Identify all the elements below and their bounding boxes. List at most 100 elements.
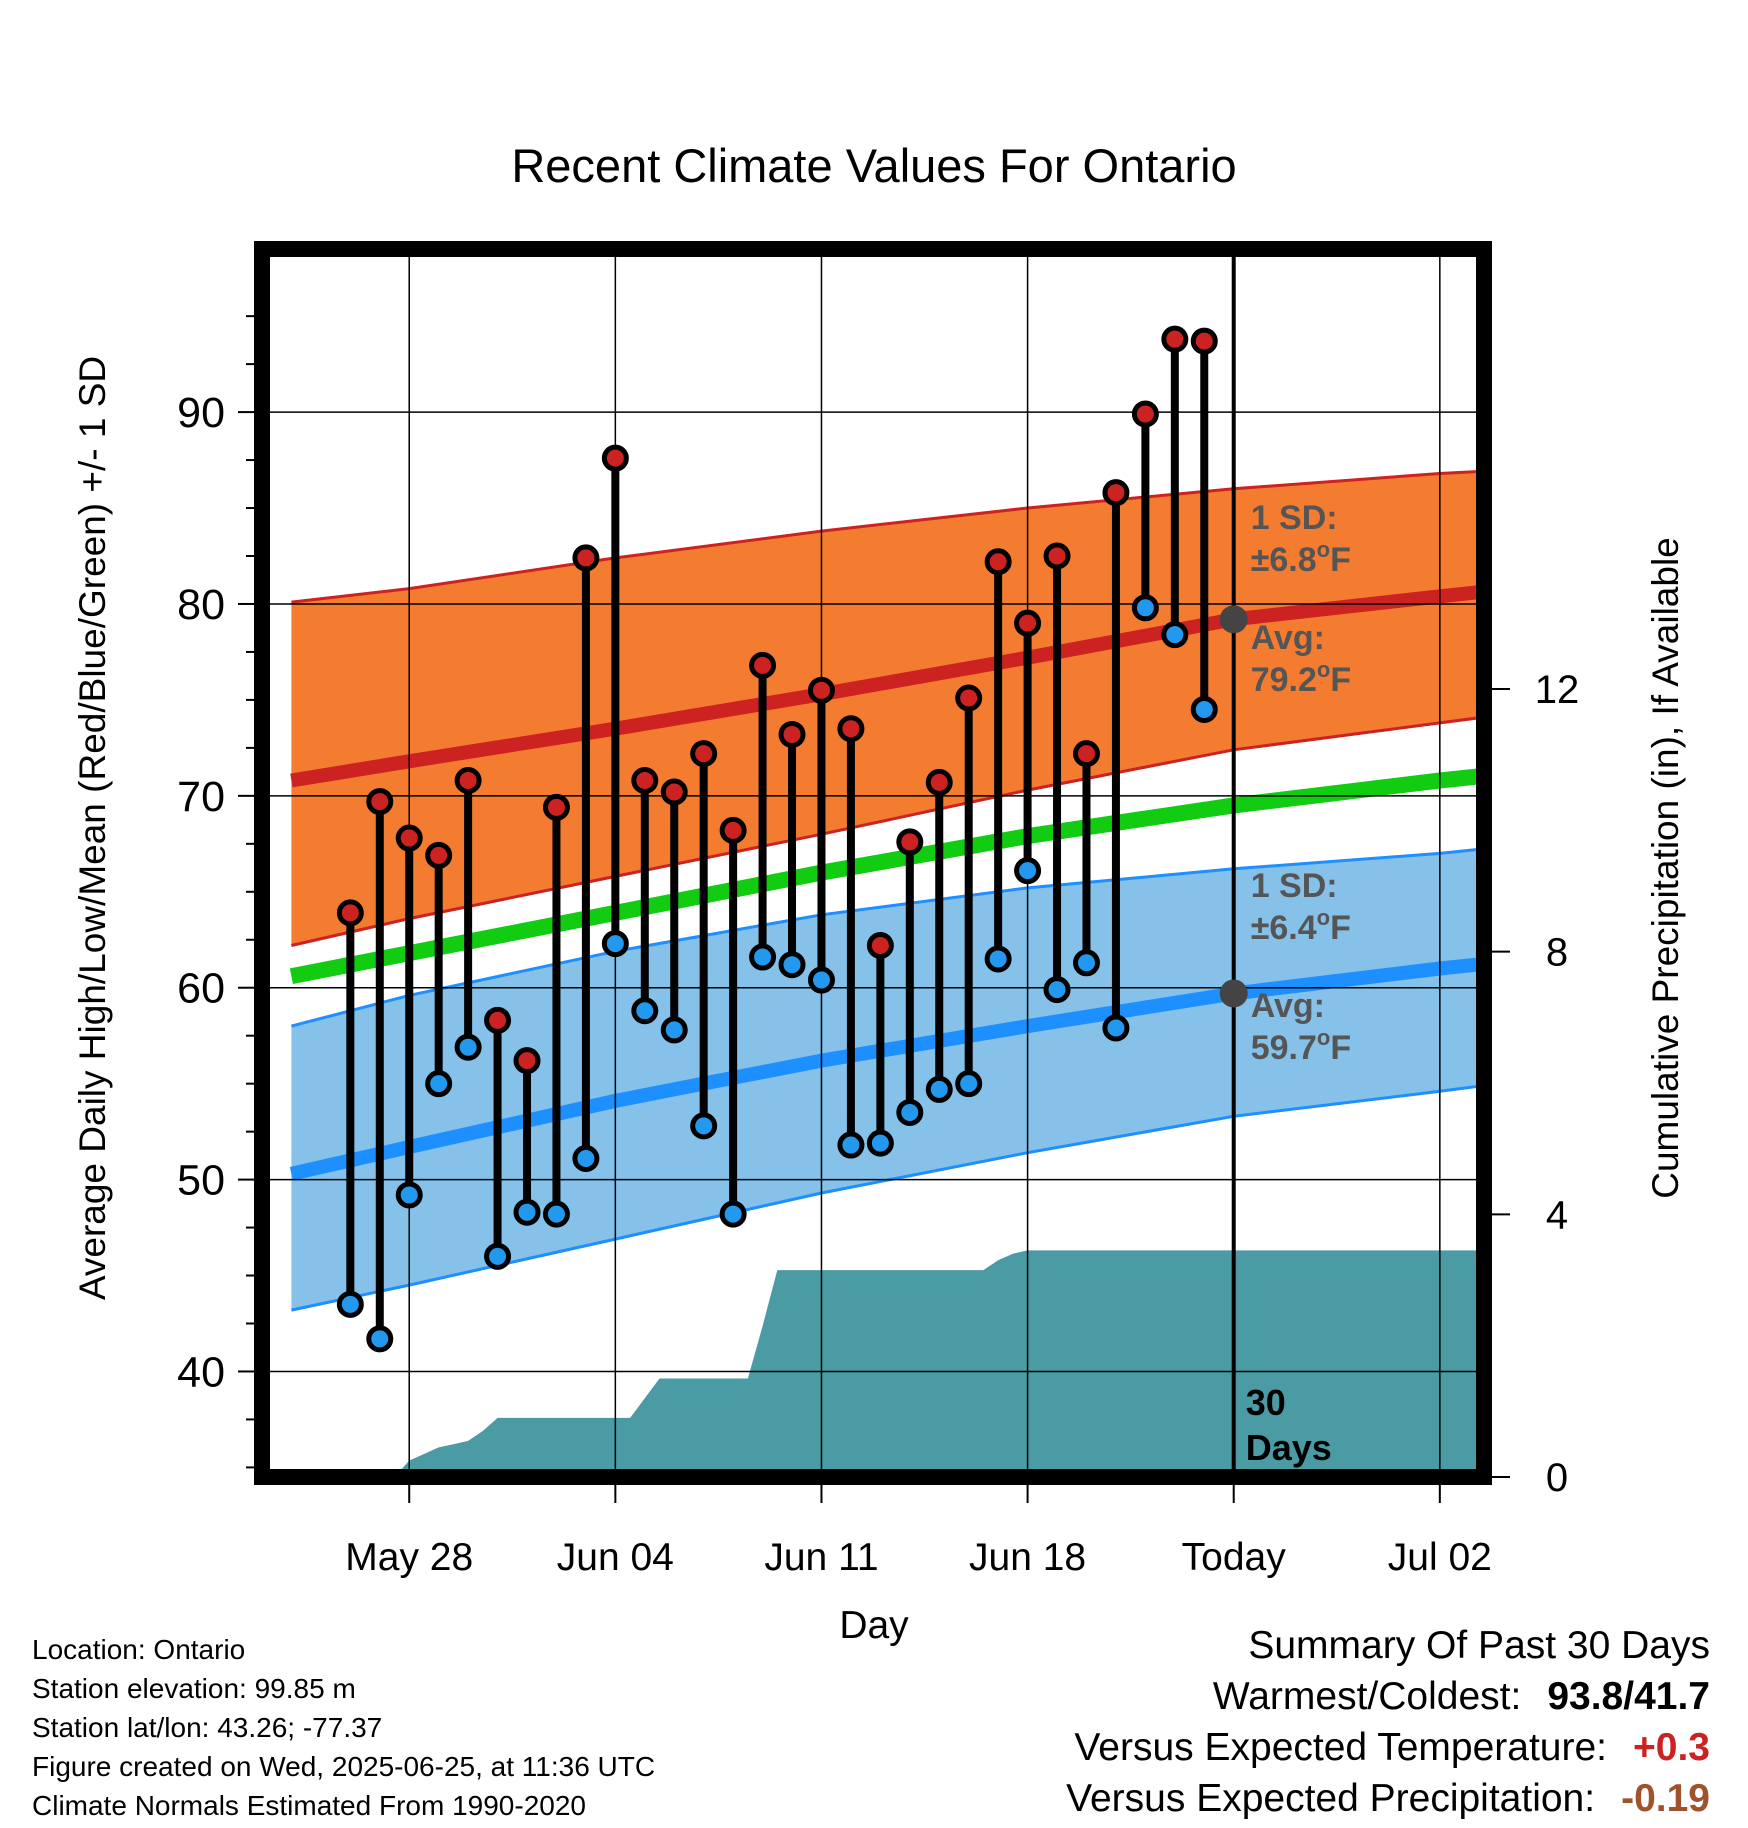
x-tick-label: Jul 02: [1388, 1536, 1492, 1579]
daily-low-point: [807, 966, 835, 994]
precip-value: -0.19: [1621, 1777, 1710, 1820]
daily-high-point: [395, 824, 423, 852]
y-tick-label: 40: [177, 1348, 225, 1396]
daily-low-point: [1072, 949, 1100, 977]
daily-low-point: [896, 1098, 924, 1126]
low-avg-today-dot: [1219, 979, 1248, 1008]
daily-low-point: [690, 1112, 718, 1140]
y2-axis-label: Cumulative Precipitation (in), If Availa…: [1645, 537, 1686, 1199]
y2-tick-label: 4: [1546, 1193, 1568, 1237]
daily-high-point: [807, 676, 835, 704]
warmest-label: Warmest/Coldest:: [1212, 1675, 1522, 1718]
chart-title: Recent Climate Values For Ontario: [511, 139, 1236, 192]
sd-annotation-label: 1 SD:: [1251, 499, 1338, 537]
precip-area: [401, 1250, 1476, 1469]
sd-annotation-value: ±6.8oF: [1251, 537, 1351, 579]
daily-high-point: [1043, 542, 1071, 570]
y2-tick-label: 0: [1546, 1456, 1568, 1500]
daily-low-point: [660, 1016, 688, 1044]
daily-low-point: [366, 1325, 394, 1353]
summary-precip-row: Versus Expected Precipitation: -0.19: [1066, 1777, 1710, 1821]
daily-high-point: [601, 444, 629, 472]
summary-warmest-row: Warmest/Coldest: 93.8/41.7: [1213, 1675, 1710, 1719]
daily-low-point: [778, 951, 806, 979]
plot-content: [289, 470, 1476, 1469]
latlon-text: Station lat/lon: 43.26; -77.37: [32, 1712, 383, 1743]
low-avg-line: [289, 957, 1476, 1181]
daily-low-point: [719, 1200, 747, 1228]
daily-high-point: [336, 899, 364, 927]
daily-low-point: [395, 1181, 423, 1209]
daily-high-point: [925, 768, 953, 796]
y2-tick-label: 8: [1546, 931, 1568, 975]
y-tick-label: 90: [177, 389, 225, 437]
daily-high-point: [955, 684, 983, 712]
daily-high-point: [1014, 609, 1042, 637]
daily-high-point: [837, 715, 865, 743]
daily-high-point: [660, 778, 688, 806]
annotation-unit-letter: F: [1330, 909, 1351, 947]
daily-high-point: [719, 816, 747, 844]
precip-label: Versus Expected Precipitation:: [1066, 1777, 1596, 1820]
sd-annotation-label: 1 SD:: [1251, 867, 1338, 905]
x-tick-label: Today: [1182, 1536, 1287, 1579]
y-axis-label: Average Daily High/Low/Mean (Red/Blue/Gr…: [72, 356, 113, 1300]
annotation-unit-degree: o: [1317, 537, 1330, 562]
x-tick-label: Jun 04: [557, 1536, 674, 1579]
daily-low-point: [631, 997, 659, 1025]
daily-high-point: [778, 720, 806, 748]
daily-high-point: [1190, 327, 1218, 355]
annotation-unit-degree: o: [1317, 905, 1330, 930]
x-tick-label: Jun 18: [969, 1536, 1086, 1579]
daily-low-point: [1131, 594, 1159, 622]
annotation-unit-degree: o: [1317, 1025, 1330, 1050]
daily-low-point: [1014, 857, 1042, 885]
daily-low-point: [1102, 1014, 1130, 1042]
daily-low-point: [336, 1290, 364, 1318]
daily-high-point: [866, 932, 894, 960]
daily-high-point: [690, 740, 718, 768]
temp-label: Versus Expected Temperature:: [1074, 1726, 1607, 1769]
summary-temp-row: Versus Expected Temperature: +0.3: [1074, 1726, 1710, 1770]
temp-value: +0.3: [1633, 1726, 1710, 1769]
daily-low-point: [837, 1131, 865, 1159]
daily-low-point: [572, 1144, 600, 1172]
sd-annotation-value: 79.2oF: [1251, 657, 1351, 699]
daily-low-point: [1043, 976, 1071, 1004]
x-axis-label: Day: [839, 1604, 909, 1647]
summary-heading: Summary Of Past 30 Days: [1248, 1624, 1710, 1667]
daily-high-point: [454, 766, 482, 794]
y-tick-label: 70: [177, 773, 225, 821]
daily-high-point: [749, 651, 777, 679]
x-tick-label: May 28: [345, 1536, 473, 1579]
high-upper-line: [291, 470, 1476, 604]
daily-low-point: [749, 943, 777, 971]
daily-low-point: [425, 1070, 453, 1098]
daily-low-point: [601, 930, 629, 958]
y-tick-label: 50: [177, 1157, 225, 1205]
high-avg-today-dot: [1219, 605, 1248, 634]
created-text: Figure created on Wed, 2025-06-25, at 11…: [32, 1751, 656, 1782]
daily-low-point: [1161, 621, 1189, 649]
plot-frame: [254, 241, 1492, 1485]
high-avg-line: [290, 585, 1476, 788]
high-lower-line: [291, 716, 1476, 947]
days-label: 30: [1246, 1382, 1286, 1423]
location-text: Location: Ontario: [32, 1634, 246, 1665]
mean-line: [289, 768, 1476, 985]
y-tick-label: 80: [177, 581, 225, 629]
y-tick-label: 60: [177, 965, 225, 1013]
daily-high-point: [484, 1006, 512, 1034]
daily-high-point: [425, 841, 453, 869]
daily-high-point: [513, 1047, 541, 1075]
days-label: Days: [1246, 1427, 1332, 1468]
daily-high-point: [631, 766, 659, 794]
sd-annotation-label: Avg:: [1251, 987, 1325, 1025]
daily-low-point: [454, 1033, 482, 1061]
daily-low-point: [542, 1200, 570, 1228]
x-tick-label: Jun 11: [764, 1536, 878, 1579]
daily-high-point: [572, 544, 600, 572]
daily-low-point: [984, 945, 1012, 973]
daily-high-point: [1102, 479, 1130, 507]
daily-high-point: [984, 548, 1012, 576]
